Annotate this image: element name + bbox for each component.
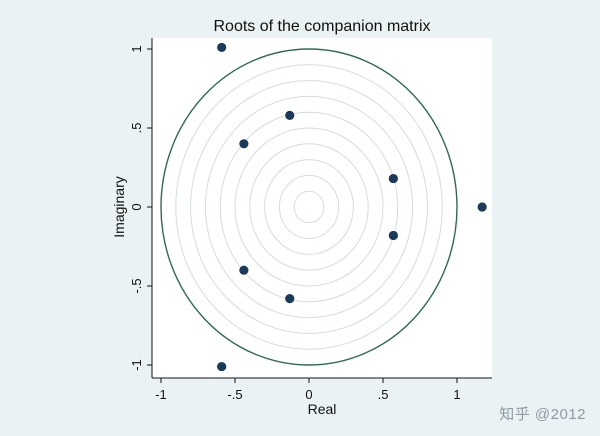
grid-ring bbox=[264, 159, 354, 255]
grid-rings bbox=[175, 64, 443, 350]
root-point bbox=[388, 230, 398, 241]
root-point bbox=[239, 265, 249, 275]
y-tick-label: -1 bbox=[129, 359, 144, 371]
root-point bbox=[388, 173, 398, 184]
y-ticks: -1 -.5 0 .5 1 bbox=[129, 45, 152, 371]
chart-title: Roots of the companion matrix bbox=[214, 18, 431, 35]
watermark: 知乎 @2012 bbox=[499, 406, 586, 423]
y-tick-label: -.5 bbox=[129, 278, 144, 293]
grid-ring bbox=[234, 127, 384, 287]
root-point bbox=[285, 294, 295, 304]
x-ticks: -1 -.5 0 .5 1 bbox=[155, 378, 461, 402]
x-tick-label: 0 bbox=[305, 387, 312, 402]
data-points bbox=[217, 42, 487, 372]
grid-ring bbox=[249, 143, 369, 271]
grid-ring bbox=[278, 174, 340, 240]
x-tick-label: .5 bbox=[378, 387, 389, 402]
grid-ring bbox=[219, 111, 399, 303]
root-point bbox=[217, 42, 227, 53]
root-point bbox=[477, 202, 487, 212]
x-tick-label: -1 bbox=[155, 387, 167, 402]
x-axis-label: Real bbox=[308, 401, 337, 417]
unit-circle bbox=[160, 48, 458, 366]
x-tick-label: -.5 bbox=[227, 387, 242, 402]
grid-ring bbox=[204, 95, 414, 319]
root-point bbox=[217, 361, 227, 372]
y-tick-label: .5 bbox=[129, 123, 144, 134]
grid-ring bbox=[190, 80, 428, 334]
y-tick-label: 1 bbox=[129, 45, 144, 52]
grid-ring bbox=[293, 190, 325, 224]
root-point bbox=[285, 110, 295, 120]
plot-background bbox=[152, 38, 492, 378]
root-point bbox=[239, 139, 249, 149]
y-tick-label: 0 bbox=[129, 203, 144, 210]
grid-ring bbox=[175, 64, 443, 350]
y-axis-label: Imaginary bbox=[111, 176, 127, 237]
x-tick-label: 1 bbox=[453, 387, 460, 402]
axes bbox=[151, 38, 492, 379]
